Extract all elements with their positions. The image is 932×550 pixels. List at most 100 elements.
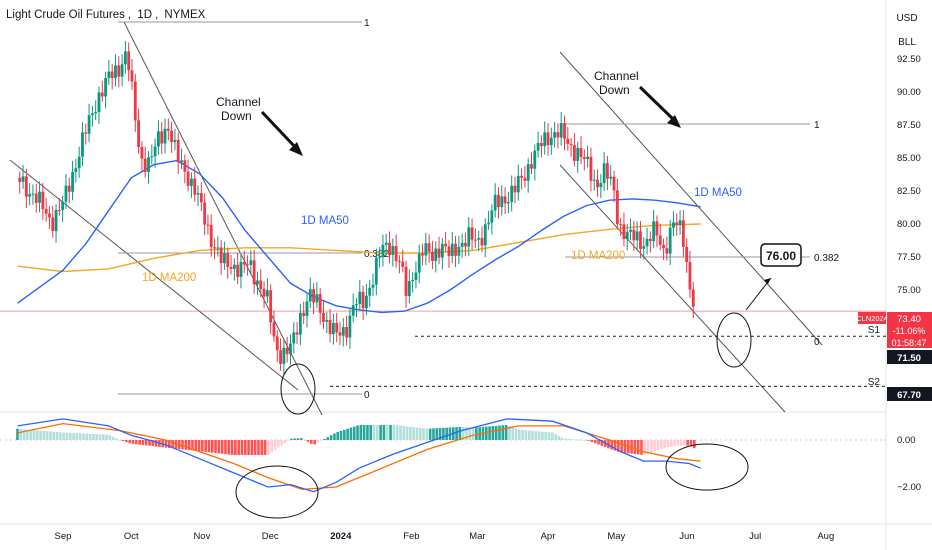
macd-histogram-bar [85,433,89,440]
macd-histogram-bar [296,438,300,440]
macd-histogram-bar [643,440,647,455]
candle-body [685,246,689,263]
candle-body [239,261,243,277]
macd-histogram-bar [359,424,363,440]
candle-body [249,260,253,265]
macd-histogram-bar [138,440,141,445]
macd-histogram-bar [204,440,207,452]
candle-body [219,247,223,264]
candle-body [688,262,692,290]
macd-histogram-bar [498,425,501,440]
macd-histogram-bar [551,432,554,440]
price-tick-label: 85.00 [897,153,921,164]
macd-histogram-bar [194,440,198,451]
candle-body [285,347,289,355]
candle-body [612,176,616,191]
macd-histogram-bar [68,432,72,440]
macd-histogram-bar [313,440,316,445]
candle-body [48,213,51,218]
macd-histogram-bar [151,440,155,447]
macd-histogram-bar [250,440,254,456]
macd-histogram-bar [435,428,439,440]
candle-body [166,128,170,131]
target-arrow [745,277,772,311]
macd-histogram-bar [636,440,640,455]
macd-histogram-bar [395,425,399,440]
candle-body [388,242,391,256]
macd-histogram-bar [501,425,505,440]
candle-body [31,193,35,195]
macd-histogram-bar [659,440,663,450]
countdown-text: 01:58:47 [891,338,926,348]
candle-body [130,70,134,82]
fib-label: 1 [364,18,370,29]
macd-histogram-bar [537,431,541,440]
macd-histogram-bar [504,425,508,440]
macd-histogram-bar [620,440,623,453]
candle-body [510,185,514,202]
time-tick-label: Jul [749,531,761,542]
contract-badge-bg [858,312,886,324]
candle-body [341,327,345,336]
macd-histogram-bar [220,440,224,454]
candle-body [256,280,259,285]
macd-histogram-bar [508,425,511,440]
candle-body [516,175,520,193]
macd-histogram-bar [283,440,287,443]
macd-histogram-bar [115,438,118,440]
interval-label[interactable]: 1D [137,9,152,21]
candle-body [691,289,695,307]
s2-label: S2 [868,377,881,388]
candle-body [150,156,154,158]
candle-body [97,92,101,113]
candle-body [434,248,438,261]
candle-body [137,120,140,147]
macd-histogram-bar [62,432,65,440]
candle-body [18,177,22,182]
macd-histogram-bar [438,428,442,440]
macd-histogram-bar [323,438,326,440]
candle-body [589,156,593,181]
macd-histogram-bar [630,440,633,454]
candle-body [57,209,61,211]
macd-histogram-bar [171,440,174,449]
candle-body [365,295,368,309]
time-tick-label: Mar [469,531,485,542]
currency-button[interactable]: USD [888,8,926,28]
macd-histogram-bar [267,440,270,455]
macd-histogram-bar [184,440,188,450]
candle-body [335,322,339,333]
macd-histogram-bar [333,433,336,440]
candle-body [104,77,107,97]
candle-body [563,123,566,139]
macd-histogram-bar [329,435,333,440]
candle-body [652,221,656,242]
candle-body [196,193,200,195]
macd-histogram-bar [135,440,138,445]
ma200-label: 1D MA200 [571,250,625,262]
macd-histogram-bar [121,440,125,442]
price-tick-label: 80.00 [897,219,921,230]
candle-body [559,123,563,138]
macd-histogram-bar [399,425,402,440]
macd-histogram-bar [692,440,696,449]
macd-histogram-bar [72,433,75,440]
macd-histogram-bar [168,440,171,448]
macd-histogram-bar [154,440,158,447]
macd-histogram-bar [428,428,432,440]
candle-body [84,132,88,134]
ma50-line [17,159,701,314]
candle-body [173,139,177,143]
macd-histogram-bar [316,440,320,443]
candle-body [81,132,84,157]
target-box [760,243,802,267]
unit-button[interactable]: BLL [888,32,926,52]
candle-body [477,238,481,240]
candle-body [110,71,114,79]
time-tick-label: Jun [679,531,694,542]
macd-histogram-bar [669,440,673,447]
macd-histogram-bar [448,427,452,440]
macd-histogram-bar [656,440,660,451]
s1-label: S1 [868,325,881,336]
